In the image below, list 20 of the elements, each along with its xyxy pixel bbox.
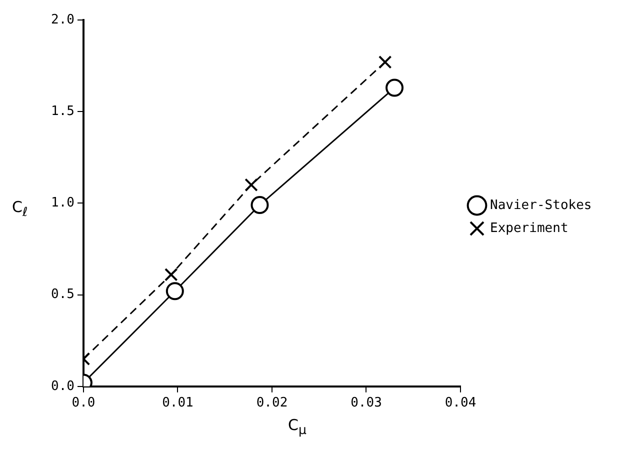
y-tick-label: 2.0 bbox=[50, 12, 74, 28]
y-axis-title: C$_{ℓ}$ bbox=[12, 198, 28, 219]
y-tick-label: 1.5 bbox=[50, 104, 74, 119]
point bbox=[166, 282, 184, 300]
point bbox=[378, 55, 392, 69]
x-tick-label: 0.04 bbox=[444, 396, 476, 411]
point bbox=[164, 268, 178, 282]
x-tick-label: 0.03 bbox=[350, 396, 382, 411]
x-axis-title: C$_{μ}$ bbox=[288, 416, 306, 437]
x-tick-label: 0.01 bbox=[162, 396, 194, 411]
y-tick-label: 1.0 bbox=[50, 196, 74, 211]
point bbox=[250, 196, 269, 214]
legend-label: Experiment bbox=[490, 220, 568, 236]
y-tick-label: 0.0 bbox=[50, 378, 74, 394]
y-tick-label: 0.5 bbox=[50, 287, 74, 302]
x-tick-label: 0.02 bbox=[256, 396, 288, 411]
point bbox=[244, 178, 258, 192]
point bbox=[386, 78, 404, 97]
legend-label: Navier-Stokes bbox=[490, 198, 592, 213]
x-tick-label: 0.0 bbox=[72, 396, 96, 411]
